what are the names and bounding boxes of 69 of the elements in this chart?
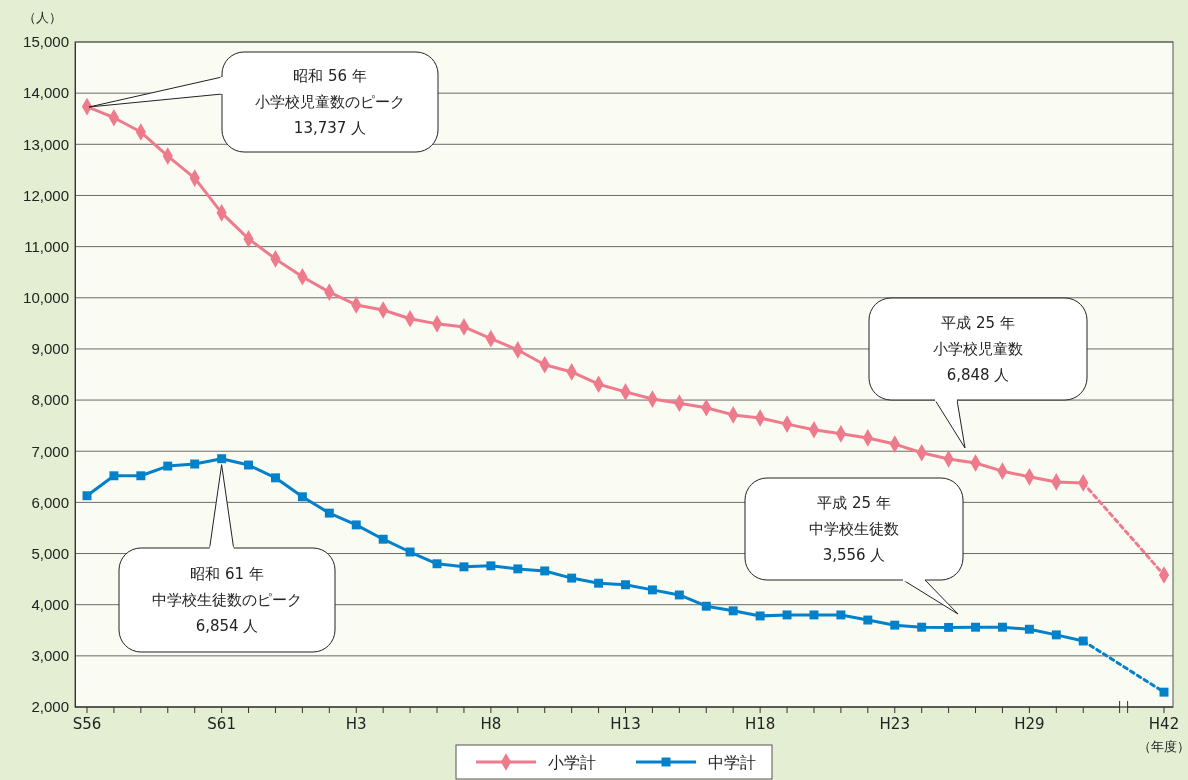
point <box>459 562 469 572</box>
x-tick-label: H29 <box>1014 715 1045 733</box>
point <box>1159 687 1169 697</box>
x-tick-label: H42 <box>1148 715 1180 733</box>
point <box>217 454 227 464</box>
point <box>109 471 119 481</box>
point <box>405 547 415 557</box>
x-tick-label: H18 <box>744 715 776 733</box>
point <box>917 622 927 632</box>
legend-label: 小学計 <box>548 753 596 772</box>
point <box>701 601 711 611</box>
x-tick-label: S56 <box>72 715 102 733</box>
y-tick-label: 2,000 <box>31 698 69 716</box>
point <box>432 559 442 569</box>
x-tick-label: H3 <box>345 715 367 733</box>
y-tick-label: 10,000 <box>23 289 69 307</box>
point <box>513 564 523 574</box>
y-axis-title: （人） <box>22 10 62 25</box>
point <box>836 610 846 620</box>
point <box>1024 624 1034 634</box>
point <box>378 534 388 544</box>
legend-label: 中学計 <box>708 753 756 772</box>
y-tick-label: 14,000 <box>23 84 69 102</box>
point <box>82 491 92 501</box>
y-tick-label: 6,000 <box>31 493 69 511</box>
point <box>647 585 657 595</box>
point <box>163 461 173 471</box>
point <box>674 590 684 600</box>
point <box>351 520 361 530</box>
point <box>567 573 577 583</box>
point <box>944 622 954 632</box>
x-tick-label: H13 <box>610 715 641 733</box>
point <box>136 471 146 481</box>
point <box>728 606 738 616</box>
y-tick-label: 9,000 <box>31 340 69 358</box>
point <box>244 460 254 470</box>
point <box>486 561 496 571</box>
point <box>782 610 792 620</box>
point <box>594 578 604 588</box>
annotation: 平成 25 年中学校生徒数3,556 人 <box>809 494 899 564</box>
x-tick-label: H23 <box>879 715 910 733</box>
x-tick-label: S61 <box>207 715 236 733</box>
annotation: 昭和 56 年小学校児童数のピーク13,737 人 <box>255 67 405 137</box>
point <box>190 459 200 469</box>
y-tick-label: 4,000 <box>31 595 69 613</box>
y-tick-label: 12,000 <box>23 186 69 204</box>
y-tick-label: 8,000 <box>31 391 69 409</box>
point <box>863 615 873 625</box>
y-tick-label: 11,000 <box>24 237 69 255</box>
point <box>971 622 980 632</box>
point <box>809 610 819 620</box>
annotation: 平成 25 年小学校児童数6,848 人 <box>933 314 1023 384</box>
point <box>271 473 280 483</box>
y-tick-label: 7,000 <box>31 442 69 460</box>
y-tick-label: 3,000 <box>31 647 69 665</box>
point <box>997 622 1007 632</box>
y-tick-label: 5,000 <box>31 544 69 562</box>
point <box>755 611 765 621</box>
point <box>890 620 900 630</box>
point <box>540 566 550 576</box>
point <box>1051 630 1061 640</box>
point <box>621 580 630 590</box>
annotation: 昭和 61 年中学校生徒数のピーク6,854 人 <box>152 565 302 635</box>
point <box>297 492 307 502</box>
y-tick-label: 15,000 <box>23 33 69 51</box>
y-tick-label: 13,000 <box>23 135 69 153</box>
x-tick-label: H8 <box>480 715 502 733</box>
x-axis-title: （年度） <box>1138 739 1188 754</box>
point <box>324 508 334 518</box>
